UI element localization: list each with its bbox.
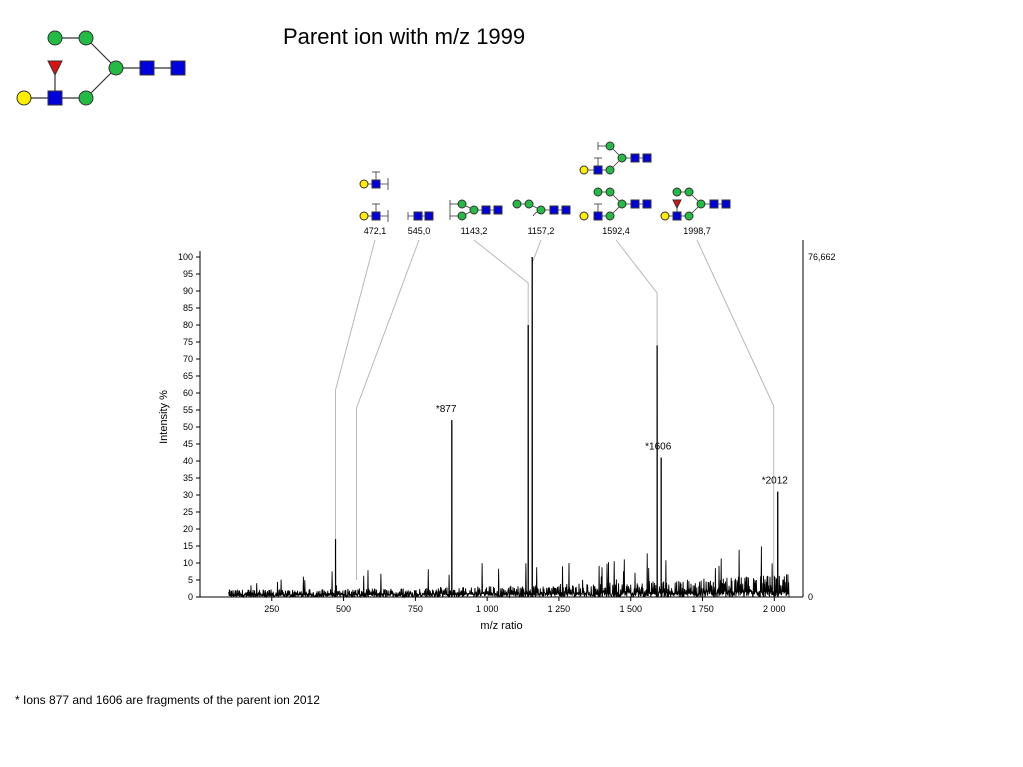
x-tick-label: 1 000 (476, 604, 499, 614)
y-tick-label: 50 (183, 422, 193, 432)
fragment-mass-label: 545,0 (408, 226, 431, 236)
right-axis-bottom-label: 0 (808, 592, 813, 602)
parent-glycan-icon (16, 30, 186, 106)
y-tick-label: 20 (183, 524, 193, 534)
fragment-mass-label: 1998,7 (683, 226, 711, 236)
fragment-1998-glycan-icon (660, 187, 731, 221)
x-tick-label: 2 000 (763, 604, 786, 614)
y-tick-label: 70 (183, 354, 193, 364)
y-tick-label: 55 (183, 405, 193, 415)
spectrum-trace (228, 256, 790, 599)
y-tick-label: 80 (183, 320, 193, 330)
leader-line-path (473, 239, 529, 325)
peak-annotation-label: *877 (436, 404, 457, 415)
fragment-mass-label: 1157,2 (528, 226, 555, 236)
fragment-1592-glycan-icon (579, 141, 652, 221)
x-tick-label: 1 750 (691, 604, 714, 614)
x-tick-label: 1 500 (619, 604, 642, 614)
right-axis-top-label: 76,662 (808, 252, 836, 262)
leader-line-path (615, 239, 658, 346)
fragment-1143-glycan-icon (449, 199, 503, 221)
fragment-mass-label: 1592,4 (602, 226, 630, 236)
y-tick-label: 90 (183, 286, 193, 296)
leader-line-path (356, 239, 420, 580)
y-tick-label: 45 (183, 439, 193, 449)
leader-line-path (335, 239, 376, 580)
y-tick-label: 60 (183, 388, 193, 398)
x-tick-label: 500 (336, 604, 351, 614)
x-axis-label: m/z ratio (480, 620, 522, 632)
y-tick-label: 0 (188, 592, 193, 602)
y-tick-label: 85 (183, 303, 193, 313)
y-tick-label: 75 (183, 337, 193, 347)
y-tick-label: 100 (178, 252, 193, 262)
leader-line-path (531, 239, 542, 264)
x-tick-label: 750 (408, 604, 423, 614)
y-tick-label: 65 (183, 371, 193, 381)
x-tick-label: 250 (264, 604, 279, 614)
y-tick-label: 10 (183, 558, 193, 568)
y-tick-label: 30 (183, 490, 193, 500)
peak-annotation-label: *1606 (645, 442, 672, 453)
leader-line-path (696, 239, 775, 580)
y-tick-label: 40 (183, 456, 193, 466)
peak-annotation-label: *2012 (762, 476, 789, 487)
fragment-mass-label: 1143,2 (461, 226, 488, 236)
footnote: * Ions 877 and 1606 are fragments of the… (15, 693, 320, 707)
y-tick-label: 95 (183, 269, 193, 279)
fragment-1157-glycan-icon (512, 199, 571, 217)
leader-lines: 472,1 545,0 1143,2 1157,2 1592,4 1998,7 (335, 226, 775, 580)
fragment-545-glycan-icon (407, 211, 434, 221)
y-axis-label: Intensity % (158, 390, 170, 444)
y-tick-label: 15 (183, 541, 193, 551)
y-tick-label: 35 (183, 473, 193, 483)
chart-axes: 0 5 10 15 20 25 30 35 40 45 50 55 60 65 70 75 80 85 90 95 10… (158, 240, 836, 632)
glycan-structures (16, 30, 731, 222)
y-tick-label: 25 (183, 507, 193, 517)
fragment-472-glycan-icon (359, 171, 389, 222)
spectrum-line (228, 256, 790, 599)
fragment-mass-label: 472,1 (364, 226, 387, 236)
page-title: Parent ion with m/z 1999 (283, 24, 526, 49)
y-tick-label: 5 (188, 575, 193, 585)
x-tick-label: 1 250 (548, 604, 571, 614)
peak-annotations: *877 *1606 *2012 (436, 404, 788, 486)
